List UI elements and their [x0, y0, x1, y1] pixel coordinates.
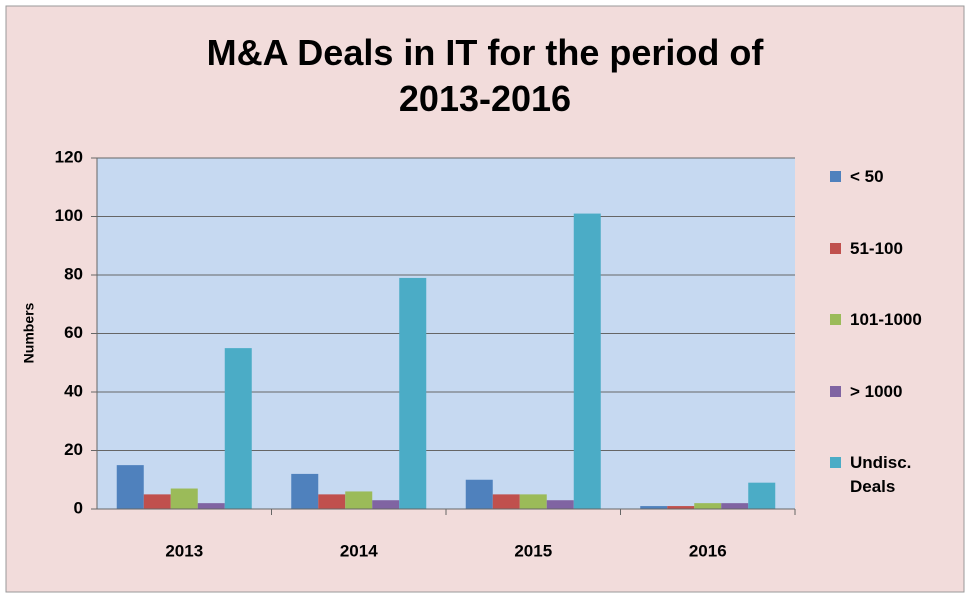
y-tick-label: 20 [64, 440, 83, 459]
bar [197, 503, 225, 509]
legend-label: < 50 [850, 167, 884, 186]
legend-swatch [830, 171, 841, 182]
legend-item: < 50 [830, 165, 960, 237]
x-tick-label: 2016 [689, 541, 727, 560]
bar [291, 473, 319, 509]
bar [465, 479, 493, 509]
legend-item: 101-1000 [830, 308, 960, 380]
bar [170, 488, 198, 509]
x-tick-label: 2015 [514, 541, 552, 560]
legend-swatch [830, 457, 841, 468]
bar [573, 213, 601, 509]
y-tick-label: 80 [64, 264, 83, 283]
legend-swatch [830, 385, 841, 397]
legend-item: > 1000 [830, 380, 960, 452]
legend-swatch [830, 314, 841, 325]
bar [640, 506, 668, 509]
legend-item: 51-100 [830, 237, 960, 309]
x-tick-label: 2014 [340, 541, 378, 560]
bar [492, 494, 520, 509]
chart-title: M&A Deals in IT for the period of 2013-2… [206, 32, 764, 119]
bar [519, 494, 547, 509]
bar [546, 500, 574, 509]
y-tick-label: 100 [55, 206, 83, 225]
bar [721, 503, 749, 509]
bar [399, 277, 427, 509]
bar [143, 494, 171, 509]
x-tick-label: 2013 [165, 541, 203, 560]
y-tick-label: 40 [64, 381, 83, 400]
legend-label: 51-100 [850, 238, 903, 258]
y-tick-label: 120 [55, 147, 83, 166]
y-tick-label: 0 [74, 498, 83, 517]
legend-swatch [830, 242, 841, 254]
bar [694, 503, 722, 509]
bar [748, 482, 776, 509]
legend: < 50 51-100 101-1000 > 1000 Undisc. Deals [830, 165, 960, 523]
y-tick-label: 60 [64, 323, 83, 342]
legend-label: Undisc. Deals [850, 453, 912, 496]
legend-item: Undisc. Deals [830, 451, 960, 523]
bar [372, 500, 400, 509]
bar [116, 465, 144, 509]
bar [318, 494, 346, 509]
legend-label: 101-1000 [850, 310, 922, 329]
y-axis-label: Numbers [21, 302, 37, 363]
bar [224, 348, 252, 509]
bar [345, 491, 373, 509]
bar [667, 506, 695, 509]
legend-label: > 1000 [850, 381, 903, 401]
